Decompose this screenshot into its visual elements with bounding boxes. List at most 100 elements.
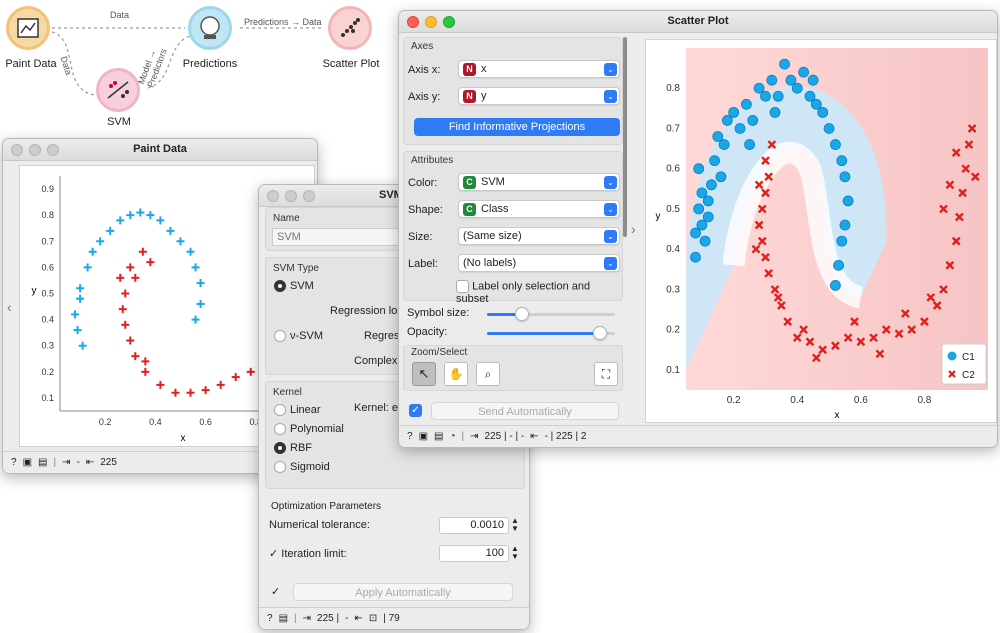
data-point-c1 [76,284,85,293]
name-label: Name [273,213,300,224]
find-projections-button[interactable]: Find Informative Projections [414,118,620,136]
data-point-c1 [744,139,755,150]
status-input: - [76,457,80,468]
data-point-c2 [926,293,936,302]
kernel-polynomial-radio[interactable]: Polynomial [274,423,344,436]
controls-scrollbar[interactable] [623,37,627,237]
data-point-c2 [754,220,764,230]
chevron-down-icon: ⌄ [604,63,617,76]
y-axis-label: y [656,211,661,222]
data-point-c2 [761,156,770,166]
regression-loss-label: Regression los [330,305,403,317]
nu-svm-radio[interactable]: ν-SVM [274,330,323,343]
report-icon[interactable]: ▤ [278,613,289,624]
axis-x-label: Axis x: [408,64,441,76]
close-icon[interactable] [11,144,23,156]
help-icon[interactable]: ? [11,457,17,468]
node-scatter-plot[interactable] [328,6,372,50]
numeric-icon: N [463,62,476,76]
data-point-c1 [712,131,724,142]
categorical-icon: C [463,202,476,216]
data-point-c1 [753,82,765,94]
chevron-right-icon[interactable]: › [631,221,636,237]
visual-settings-icon[interactable]: ◔ [449,431,456,442]
color-combo[interactable]: C SVM ⌄ [458,173,620,191]
svm-icon [107,81,129,99]
data-point-c1 [836,235,848,247]
iter-limit-input[interactable]: 100 [439,545,509,562]
data-point-c2 [751,244,761,254]
send-button[interactable]: Send Automatically [431,402,619,420]
num-tol-input[interactable]: 0.0010 [439,517,509,534]
scatter-plot-area[interactable]: 0.1 0.2 0.3 0.4 0.5 0.6 0.7 0.8 0.2 0.4 0.6 0.8 x y C1… [645,39,997,423]
opt-params-label: Optimization Parameters [271,501,382,512]
class-region-c1 [686,85,887,370]
kernel-rbf-radio[interactable]: RBF [274,442,312,455]
paint-data-titlebar[interactable]: Paint Data [3,139,317,161]
svm-radio[interactable]: SVM [274,280,314,293]
node-paint-data[interactable] [6,6,50,50]
report-icon[interactable]: ▤ [434,431,444,442]
save-icon[interactable]: ▣ [418,431,429,442]
opacity-slider[interactable] [487,326,615,340]
node-predictions[interactable] [188,6,232,50]
kernel-linear-radio[interactable]: Linear [274,404,321,417]
workflow-canvas[interactable] [0,0,400,135]
kernel-sigmoid-radio[interactable]: Sigmoid [274,461,330,474]
num-tol-stepper[interactable]: ▲ ▼ [511,516,519,533]
minimize-icon[interactable] [425,16,437,28]
node-svm[interactable] [96,68,140,112]
data-point-c1 [769,106,781,118]
data-point-c2 [126,263,135,272]
minimize-icon[interactable] [29,144,41,156]
iter-limit-checkbox[interactable]: ✓ Iteration limit: [269,548,347,560]
label-combo[interactable]: (No labels) ⌄ [458,254,620,272]
zoom-icon[interactable] [443,16,455,28]
apply-button[interactable]: Apply Automatically [293,583,513,601]
data-point-c1 [830,139,841,150]
symbol-size-slider[interactable] [487,307,615,321]
zoom-icon[interactable] [47,144,59,156]
data-point-c2 [773,293,783,302]
zoom-magnifier-icon[interactable]: ⌕ [476,362,500,386]
zoom-icon[interactable] [303,190,315,202]
help-icon[interactable]: ? [407,431,413,442]
data-point-c1 [690,251,701,263]
reset-zoom-icon[interactable]: ⛶ [594,362,618,386]
size-combo[interactable]: (Same size) ⌄ [458,227,620,245]
data-point-c2 [138,247,147,256]
node-label-scatter-plot: Scatter Plot [322,58,380,70]
shape-combo[interactable]: C Class ⌄ [458,200,620,218]
legend-label: C1 [962,352,975,363]
save-icon[interactable]: ▣ [22,457,33,468]
data-point-c1 [71,310,80,319]
close-icon[interactable] [407,16,419,28]
send-auto-checkbox[interactable]: ✓ [409,404,422,417]
y-tick-label: 0.8 [666,83,680,94]
select-arrow-icon[interactable]: ↖ [412,362,436,386]
data-point-c1 [747,115,759,126]
minimize-icon[interactable] [285,190,297,202]
pan-hand-icon[interactable]: ✋ [444,362,468,386]
apply-auto-checkbox[interactable]: ✓ [271,586,281,598]
close-icon[interactable] [267,190,279,202]
data-point-c1 [126,211,135,220]
scatter-chart[interactable]: 0.1 0.2 0.3 0.4 0.5 0.6 0.7 0.8 0.2 0.4 0.6 0.8 x y C1… [646,40,998,424]
help-icon[interactable]: ? [267,613,273,624]
chevron-left-icon[interactable]: ‹ [7,299,12,315]
iter-limit-stepper[interactable]: ▲ ▼ [511,544,519,561]
data-point-c1 [78,341,87,350]
paint-status-bar: ? ▣ ▤ | ⇥ - ⇤ 225 [3,451,317,473]
data-point-c2 [894,329,904,339]
shape-label: Shape: [408,204,443,216]
scatter-titlebar[interactable]: Scatter Plot [399,11,997,33]
y-tick-label: 0.5 [666,204,680,215]
status-input: 225 | - | - [484,431,525,442]
report-icon[interactable]: ▤ [38,457,48,468]
data-point-c2 [764,172,774,182]
label-only-checkbox[interactable]: Label only selection and subset [456,280,591,305]
data-point-c1 [116,216,125,225]
